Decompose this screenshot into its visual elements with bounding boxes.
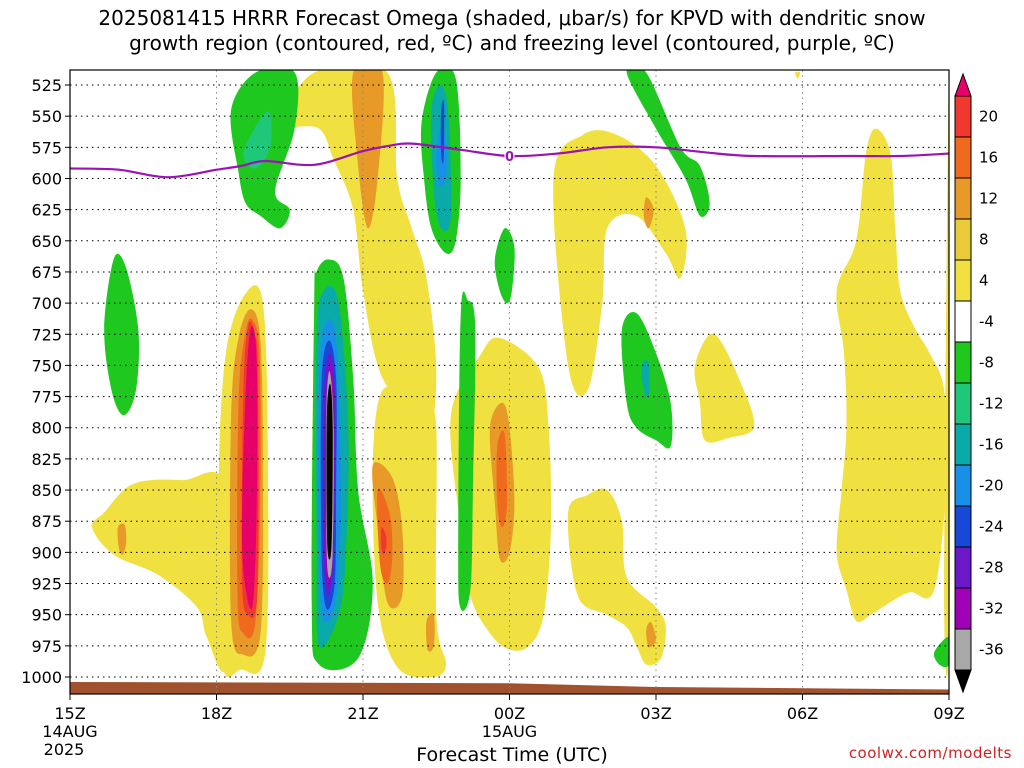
x-tick-label-12: 03Z <box>640 704 671 723</box>
colorbar-box-6 <box>954 341 972 384</box>
colorbar-label-8: -16 <box>979 436 1004 454</box>
omega-region-7 <box>284 70 437 428</box>
colorbar-box-9 <box>954 464 972 507</box>
colorbar-top-arrow <box>954 72 972 97</box>
colorbar-label-10: -24 <box>979 518 1004 536</box>
grid-lines <box>69 70 950 694</box>
x-tick-label-3: 18Z <box>201 704 232 723</box>
credit-link[interactable]: coolwx.com/modelts <box>848 744 1012 762</box>
y-tick-label-775: 775 <box>31 388 62 407</box>
y-tick-label-950: 950 <box>31 606 62 625</box>
omega-region-1 <box>117 523 127 556</box>
x-axis-label: Forecast Time (UTC) <box>416 744 608 766</box>
y-tick-label-675: 675 <box>31 263 62 282</box>
omega-region-26 <box>243 111 272 169</box>
colorbar-bottom-arrow <box>954 669 972 694</box>
colorbar-box-1 <box>954 136 972 179</box>
omega-region-18 <box>643 197 654 229</box>
x-tick-label-15: 06Z <box>787 704 818 723</box>
colorbar-label-6: -8 <box>979 354 994 372</box>
colorbar-label-1: 16 <box>979 149 998 167</box>
omega-region-21 <box>694 333 755 443</box>
colorbar-label-11: -28 <box>979 559 1004 577</box>
freezing-level-line <box>70 142 949 179</box>
colorbar-label-2: 12 <box>979 190 998 208</box>
omega-region-40 <box>458 291 476 611</box>
y-tick-label-750: 750 <box>31 356 62 375</box>
colorbar-box-13 <box>954 628 972 671</box>
y-tick-label-875: 875 <box>31 512 62 531</box>
omega-region-44 <box>626 70 710 217</box>
colorbar-box-8 <box>954 423 972 466</box>
x-tick-label-9: 00Z <box>494 704 525 723</box>
y-tick-label-850: 850 <box>31 481 62 500</box>
colorbar-label-13: -36 <box>979 641 1004 659</box>
colorbar-label-9: -20 <box>979 477 1004 495</box>
omega-region-27 <box>104 253 140 416</box>
omega-region-16 <box>496 430 508 528</box>
y-tick-label-700: 700 <box>31 294 62 313</box>
y-axis: 525 550 575 600 625 650 675 700 725 750 775 800 825 8… <box>21 76 70 687</box>
omega-shaded-regions <box>91 70 949 678</box>
omega-region-41 <box>494 228 515 304</box>
colorbar-label-4: 4 <box>979 272 989 290</box>
omega-region-13 <box>425 613 435 652</box>
y-tick-label-650: 650 <box>31 232 62 251</box>
chart-title: 2025081415 HRRR Forecast Omega (shaded, … <box>98 6 926 55</box>
y-tick-label-800: 800 <box>31 419 62 438</box>
x-tick-year-0: 2025 <box>44 740 85 759</box>
y-tick-label-550: 550 <box>31 107 62 126</box>
terrain-band <box>70 682 949 694</box>
colorbar-box-4 <box>954 259 972 302</box>
colorbar-box-7 <box>954 382 972 425</box>
colorbar-label-5: -4 <box>979 313 994 331</box>
y-tick-label-925: 925 <box>31 575 62 594</box>
omega-region-12 <box>381 527 387 554</box>
x-tick-label-0: 15Z <box>54 704 85 723</box>
colorbar-label-12: -32 <box>979 600 1004 618</box>
colorbar-label-0: 20 <box>979 108 998 126</box>
omega-region-19 <box>567 488 666 666</box>
y-tick-label-625: 625 <box>31 201 62 220</box>
omega-region-0 <box>91 471 231 673</box>
omega-region-39 <box>326 383 333 560</box>
omega-region-6 <box>241 326 258 610</box>
omega-region-24 <box>795 71 801 79</box>
omega-region-17 <box>553 130 687 397</box>
colorbar-box-0 <box>954 95 972 138</box>
omega-region-43 <box>641 360 650 399</box>
omega-region-23 <box>944 78 949 678</box>
y-tick-label-975: 975 <box>31 637 62 656</box>
terrain-layer <box>70 682 949 694</box>
y-tick-label-525: 525 <box>31 76 62 95</box>
x-tick-label-6: 21Z <box>347 704 378 723</box>
omega-region-20 <box>646 621 657 648</box>
colorbar-box-10 <box>954 505 972 548</box>
colorbar: 20 16 12 8 4 -4 -8 -12 -16 -20 -24 -28 -32 -36 <box>954 72 1004 694</box>
y-tick-label-575: 575 <box>31 138 62 157</box>
freezing-level-label-bg <box>504 149 515 163</box>
y-tick-label-1000: 1000 <box>21 668 62 687</box>
colorbar-label-3: 8 <box>979 231 989 249</box>
colorbar-box-3 <box>954 218 972 261</box>
freezing-level-label: 0 <box>505 150 514 165</box>
omega-region-45 <box>933 636 949 668</box>
omega-region-22 <box>836 128 948 623</box>
y-tick-label-600: 600 <box>31 169 62 188</box>
colorbar-box-12 <box>954 587 972 630</box>
omega-region-31 <box>440 100 445 164</box>
y-tick-label-725: 725 <box>31 325 62 344</box>
y-tick-label-900: 900 <box>31 543 62 562</box>
colorbar-box-2 <box>954 177 972 220</box>
colorbar-label-7: -12 <box>979 395 1004 413</box>
colorbar-box-11 <box>954 546 972 589</box>
freezing-level-layer: 0 <box>70 142 949 179</box>
x-tick-label-18: 09Z <box>933 704 964 723</box>
colorbar-box-5 <box>954 300 972 343</box>
x-tick-date-0: 14AUG <box>42 722 97 741</box>
x-tick-date-9: 15AUG <box>482 722 537 741</box>
y-tick-label-825: 825 <box>31 450 62 469</box>
